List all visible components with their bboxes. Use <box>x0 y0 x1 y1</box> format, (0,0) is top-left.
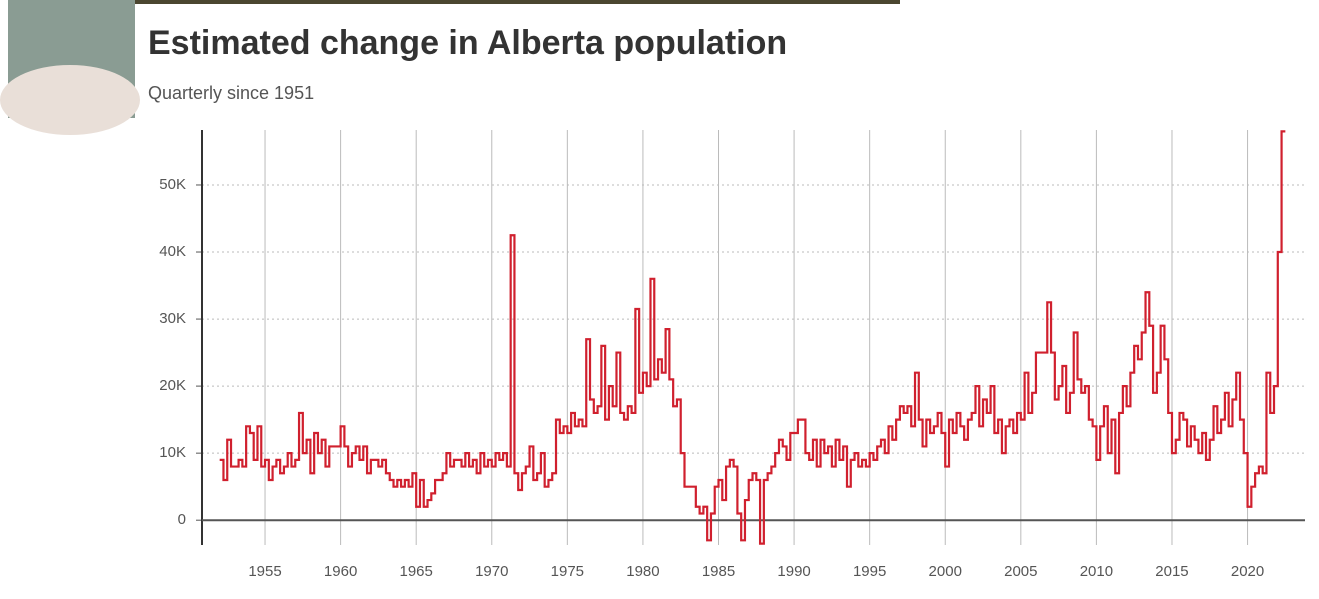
chart-subtitle: Quarterly since 1951 <box>148 83 314 103</box>
x-tick-label: 2010 <box>1080 563 1113 580</box>
y-tick-label: 40K <box>159 243 186 260</box>
chart-title: Estimated change in Alberta population <box>148 24 787 62</box>
x-tick-label: 2015 <box>1155 563 1188 580</box>
data-line <box>219 130 1286 545</box>
y-tick-label: 10K <box>159 444 186 461</box>
x-tick-label: 1995 <box>853 563 886 580</box>
x-tick-label: 1985 <box>702 563 735 580</box>
x-tick-label: 2020 <box>1231 563 1264 580</box>
x-tick-label: 1970 <box>475 563 508 580</box>
x-tick-label: 1975 <box>551 563 584 580</box>
y-tick-label: 20K <box>159 377 186 394</box>
header-photo-detail <box>0 65 140 135</box>
y-tick-label: 50K <box>159 176 186 193</box>
x-tick-label: 2000 <box>929 563 962 580</box>
x-tick-label: 1965 <box>400 563 433 580</box>
x-tick-label: 1990 <box>777 563 810 580</box>
header-strip <box>135 0 900 4</box>
y-tick-label: 30K <box>159 310 186 327</box>
x-tick-label: 1980 <box>626 563 659 580</box>
y-tick-label: 0 <box>178 511 186 528</box>
x-tick-label: 2005 <box>1004 563 1037 580</box>
x-tick-label: 1955 <box>248 563 281 580</box>
x-tick-label: 1960 <box>324 563 357 580</box>
